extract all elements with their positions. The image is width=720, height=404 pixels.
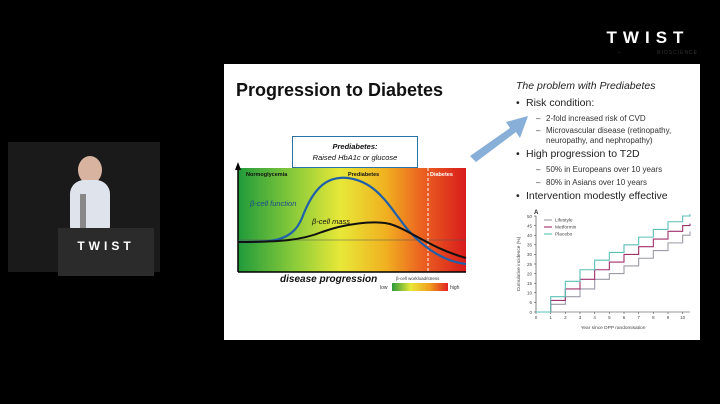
y-axis-arrow [235,162,241,170]
chart-y-tick-label: 45 [527,223,533,228]
zone-label-diabetes: Diabetes [430,172,453,178]
logo-subtitle: BIOSCIENCE [618,50,698,56]
chart-panel-label: A [534,210,539,216]
sub-bullet-asians: 80% in Asians over 10 years [536,178,647,187]
slide-title: Progression to Diabetes [236,80,444,100]
chart-y-tick-label: 35 [527,243,533,248]
problem-title: The problem with Prediabetes [516,80,656,92]
chart-y-tick-label: 15 [527,281,533,286]
chart-y-tick-label: 25 [527,262,533,267]
logo-word: TWIST [606,28,690,47]
chart-legend-label-lifestyle: Lifestyle [555,218,573,224]
chart-y-label: Cumulative incidence (%) [516,236,522,291]
zone-label-prediabetes: Prediabetes [348,172,379,178]
twist-logo: TWIST BIOSCIENCE [598,20,698,60]
bullet-intervention: Intervention modestly effective [516,190,668,202]
podium-word: TWIST [77,239,134,253]
sub-bullet-europeans: 50% in Europeans over 10 years [536,165,662,174]
prediabetes-box: Prediabetes: Raised HbA1c or glucose [292,136,418,168]
presenter-video [8,142,160,272]
chart-y-tick-label: 30 [527,252,533,257]
workload-stress-label: β-cell workload/stress [396,276,440,281]
scale-high-label: high [450,285,460,291]
zone-label-normoglycemia: Normoglycemia [246,172,288,178]
chart-y-tick-label: 40 [527,233,533,238]
disease-progression-label: disease progression [280,274,378,285]
sub-bullet-microvascular: Microvascular disease (retinopathy, [536,126,671,135]
chart-x-tick-label: 9 [667,315,670,320]
beta-cell-mass-label: β-cell mass [311,217,350,226]
chart-x-tick-label: 6 [623,315,626,320]
presentation-slide: Progression to Diabetes Prediabetes: Rai… [224,64,700,340]
bullet-risk-condition: Risk condition: [516,97,594,109]
progression-diagram: Normoglycemia Prediabetes Diabetes β-cel… [235,162,467,273]
chart-x-tick-label: 1 [549,315,552,320]
beta-cell-mass-curve [237,221,467,259]
chart-x-tick-label: 8 [652,315,655,320]
chart-x-tick-label: 10 [680,315,686,320]
sub-bullet-microvascular-cont: neuropathy, and nephropathy) [546,136,653,145]
beta-cell-function-label: β-cell function [249,199,296,208]
chart-x-tick-label: 7 [637,315,640,320]
chart-y-tick-label: 50 [527,214,533,219]
podium-logo: TWIST [77,239,134,253]
prediabetes-desc: Raised HbA1c or glucose [312,153,398,162]
chart-legend-label-placebo: Placebo [555,232,573,238]
workload-color-scale [392,283,448,291]
chart-y-tick-label: 0 [529,310,532,315]
arrow-graphic [470,116,528,162]
chart-y-tick-label: 20 [527,271,533,276]
sub-bullet-cvd: 2-fold increased risk of CVD [536,114,646,123]
zone-background [238,168,466,272]
podium: TWIST [58,228,154,276]
chart-y-tick-label: 10 [527,291,533,296]
chart-legend-label-metformin: Metformin [555,225,577,231]
chart-series-line-placebo [536,214,691,313]
chart-y-tick-label: 5 [529,300,532,305]
chart-series-line-lifestyle [536,231,691,313]
chart-x-label: Year since DPP randomisation [581,325,646,331]
chart-x-tick-label: 2 [564,315,567,320]
chart-x-tick-label: 3 [579,315,582,320]
chart-x-tick-label: 4 [593,315,596,320]
prediabetes-title: Prediabetes: [332,142,378,151]
beta-cell-function-curve [237,176,467,266]
scale-low-label: low [380,285,388,291]
chart-x-tick-label: 5 [608,315,611,320]
bullet-high-progression: High progression to T2D [516,148,640,160]
chart-x-tick-label: 0 [535,315,538,320]
sub-bullet-microvascular-cont-text: neuropathy, and nephropathy) [546,136,653,145]
